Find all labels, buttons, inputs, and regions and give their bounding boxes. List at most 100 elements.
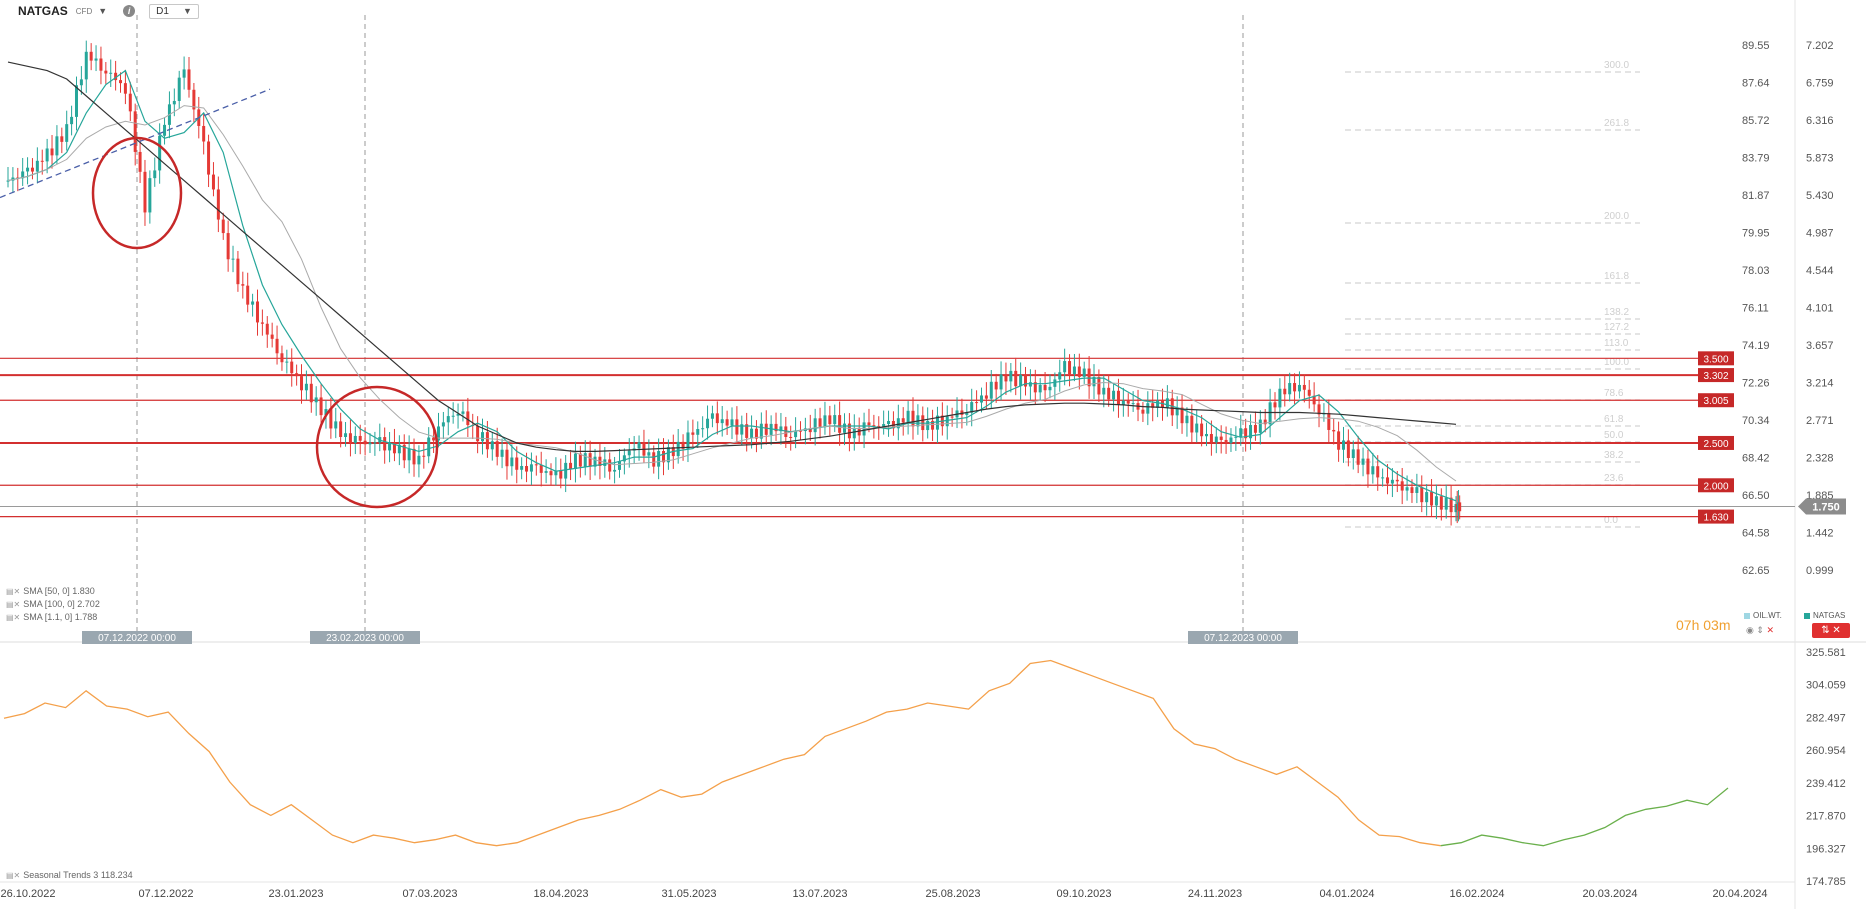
- candle-body: [1053, 379, 1057, 387]
- candle-body: [114, 72, 118, 81]
- candle-body: [867, 422, 871, 426]
- candle-body: [295, 373, 299, 377]
- timeframe-select[interactable]: D1 ▼: [149, 3, 199, 19]
- candle-body: [1224, 439, 1228, 443]
- seasonal-line: [3, 659, 1441, 847]
- candle-body: [882, 424, 886, 428]
- candle-body: [647, 452, 651, 456]
- candle-body: [887, 420, 891, 425]
- candle-body: [960, 410, 964, 415]
- remove-series-button[interactable]: ⇅ ✕: [1812, 623, 1850, 638]
- candle-body: [309, 383, 313, 403]
- indicator-settings-icon[interactable]: ▤✕: [6, 599, 21, 609]
- secondary-tick-label: 68.42: [1742, 453, 1770, 465]
- symbol-label[interactable]: NATGAS: [18, 4, 68, 18]
- candle-body: [505, 449, 509, 467]
- trendline: [0, 88, 271, 199]
- candle-body: [99, 58, 103, 71]
- secondary-tick-label: 72.26: [1742, 378, 1770, 390]
- candle-body: [314, 397, 318, 403]
- time-tick-label: 04.01.2024: [1319, 888, 1374, 900]
- level-price-badge: [1698, 478, 1734, 493]
- candle-body: [935, 415, 939, 430]
- candle-body: [608, 459, 612, 472]
- candle-body: [1082, 368, 1086, 377]
- candle-body: [300, 376, 304, 391]
- eye-icon[interactable]: ◉: [1746, 625, 1754, 635]
- candle-body: [1258, 419, 1262, 433]
- time-tick-label: 09.10.2023: [1056, 888, 1111, 900]
- compare-legend-natgas[interactable]: NATGAS: [1804, 611, 1845, 620]
- candle-body: [593, 456, 597, 467]
- indicator-settings-icon[interactable]: ▤✕: [6, 586, 21, 596]
- annotation-circle: [315, 385, 439, 509]
- candle-body: [529, 464, 533, 472]
- candle-body: [828, 415, 832, 425]
- candle-body: [26, 167, 30, 172]
- candle-body: [779, 426, 783, 432]
- candle-body: [500, 449, 504, 457]
- candle-body: [368, 442, 372, 445]
- indicator-settings-icon[interactable]: ▤✕: [6, 612, 21, 622]
- candle-body: [192, 89, 196, 110]
- candle-body: [45, 148, 49, 162]
- candle-body: [1288, 383, 1292, 395]
- level-price-label: 3.005: [1703, 396, 1728, 407]
- candle-body: [1297, 384, 1301, 392]
- candle-body: [74, 85, 78, 117]
- time-tick-label: 24.11.2023: [1188, 888, 1242, 900]
- indicator-legend-item[interactable]: ▤✕ SMA [100, 0] 2.702: [6, 599, 100, 609]
- info-icon[interactable]: i: [123, 5, 136, 17]
- candle-body: [1449, 497, 1453, 513]
- candle-body: [1004, 374, 1008, 382]
- seasonal-tick-label: 174.785: [1806, 876, 1846, 888]
- candle-body: [60, 136, 64, 142]
- candle-body: [441, 422, 445, 427]
- move-icon[interactable]: ⇕: [1756, 625, 1764, 635]
- candle-body: [260, 322, 264, 324]
- candle-body: [1063, 361, 1067, 373]
- fibonacci-level-label: 38.2: [1604, 450, 1624, 461]
- candle-body: [339, 421, 343, 438]
- candle-body: [847, 423, 851, 439]
- candle-body: [30, 167, 34, 172]
- candle-body: [1386, 477, 1390, 484]
- candle-body: [1400, 481, 1404, 491]
- candle-body: [1234, 436, 1238, 438]
- candle-body: [211, 174, 215, 190]
- compare-controls[interactable]: ◉ ⇕ ✕: [1746, 625, 1774, 636]
- candle-body: [950, 416, 954, 418]
- indicator-legend-item[interactable]: ▤✕ SMA [50, 0] 1.830: [6, 586, 95, 596]
- seasonal-tick-label: 217.870: [1806, 811, 1846, 823]
- seasonal-legend-item[interactable]: ▤✕ Seasonal Trends 3 118.234: [6, 870, 133, 880]
- candle-body: [1278, 388, 1282, 408]
- candle-body: [798, 430, 802, 432]
- candle-body: [172, 100, 176, 105]
- candle-body: [231, 258, 235, 260]
- candle-body: [304, 383, 308, 391]
- candle-body: [1405, 487, 1409, 491]
- candle-body: [1390, 479, 1394, 484]
- compare-legend-oil[interactable]: OIL.WT.: [1744, 611, 1782, 620]
- candle-body: [539, 465, 543, 473]
- level-price-badge: [1698, 393, 1734, 408]
- secondary-tick-label: 66.50: [1742, 490, 1770, 502]
- secondary-tick-label: 85.72: [1742, 115, 1770, 127]
- candle-body: [965, 412, 969, 415]
- candle-body: [1312, 395, 1316, 405]
- time-tick-label: 23.01.2023: [268, 888, 323, 900]
- symbol-dropdown-icon[interactable]: ▼: [98, 6, 108, 16]
- indicator-settings-icon[interactable]: ▤✕: [6, 870, 21, 880]
- candle-body: [1434, 496, 1438, 506]
- candle-body: [148, 178, 152, 213]
- chevron-down-icon: ▼: [182, 6, 192, 16]
- candle-body: [515, 457, 519, 470]
- candle-body: [686, 432, 690, 449]
- candle-body: [549, 471, 553, 476]
- candle-body: [740, 424, 744, 435]
- indicator-legend-item[interactable]: ▤✕ SMA [1.1, 0] 1.788: [6, 612, 97, 622]
- remove-icon[interactable]: ✕: [1766, 625, 1774, 635]
- level-price-label: 1.630: [1703, 513, 1728, 524]
